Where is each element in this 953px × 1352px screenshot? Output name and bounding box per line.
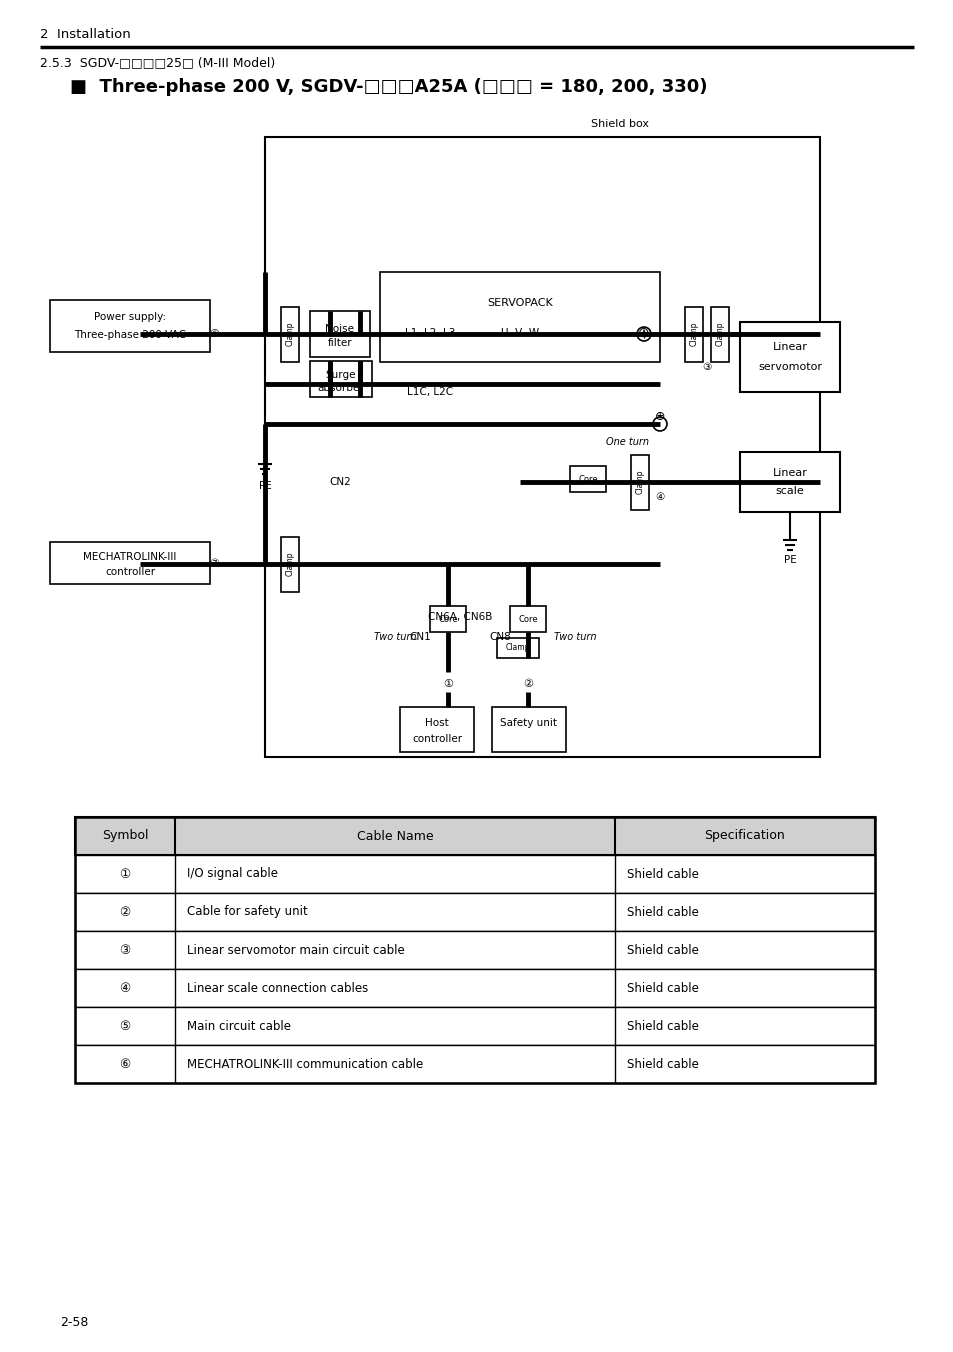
Bar xyxy=(379,272,659,362)
Text: Clamp: Clamp xyxy=(715,322,723,346)
Text: Shield cable: Shield cable xyxy=(626,868,699,880)
Text: MECHATROLINK-III communication cable: MECHATROLINK-III communication cable xyxy=(187,1057,423,1071)
Text: ①: ① xyxy=(442,679,453,690)
Text: ③: ③ xyxy=(701,362,711,372)
Bar xyxy=(50,300,210,352)
Text: U, V, W: U, V, W xyxy=(500,329,538,338)
Text: Linear: Linear xyxy=(772,468,806,479)
Text: Linear: Linear xyxy=(772,342,806,352)
Text: Cable for safety unit: Cable for safety unit xyxy=(187,906,308,918)
Bar xyxy=(740,322,840,392)
Text: Shield cable: Shield cable xyxy=(626,1057,699,1071)
Bar xyxy=(684,307,702,361)
Bar xyxy=(75,817,874,1083)
Bar xyxy=(310,311,370,357)
Text: L1C, L2C: L1C, L2C xyxy=(407,387,453,397)
Text: Clamp: Clamp xyxy=(285,552,294,576)
Text: Linear servomotor main circuit cable: Linear servomotor main circuit cable xyxy=(187,944,404,956)
Text: ⊕: ⊕ xyxy=(654,411,664,423)
Text: Surge: Surge xyxy=(325,370,355,380)
Bar xyxy=(75,1045,874,1083)
Bar xyxy=(630,454,648,510)
Bar xyxy=(75,817,874,854)
Text: ⑥: ⑥ xyxy=(119,1057,131,1071)
Text: Shield box: Shield box xyxy=(590,119,648,128)
Bar xyxy=(510,606,545,631)
Bar xyxy=(710,307,728,361)
Text: Shield cable: Shield cable xyxy=(626,982,699,995)
Text: Noise: Noise xyxy=(325,324,355,334)
Text: Clamp: Clamp xyxy=(689,322,698,346)
Text: Clamp: Clamp xyxy=(635,469,644,495)
Text: ④: ④ xyxy=(655,492,664,502)
Bar xyxy=(75,894,874,932)
Text: ②: ② xyxy=(119,906,131,918)
Text: CN8: CN8 xyxy=(489,631,511,642)
Text: SERVOPACK: SERVOPACK xyxy=(487,299,553,308)
Text: Core: Core xyxy=(517,615,537,623)
Bar xyxy=(75,1007,874,1045)
Text: filter: filter xyxy=(327,338,352,349)
Text: Linear scale connection cables: Linear scale connection cables xyxy=(187,982,368,995)
Text: I/O signal cable: I/O signal cable xyxy=(187,868,277,880)
Text: Host: Host xyxy=(425,718,449,727)
Text: Power supply:: Power supply: xyxy=(93,312,166,322)
Text: 2  Installation: 2 Installation xyxy=(40,27,131,41)
Text: ■  Three-phase 200 V, SGDV-□□□A25A (□□□ = 180, 200, 330): ■ Three-phase 200 V, SGDV-□□□A25A (□□□ =… xyxy=(70,78,707,96)
Text: scale: scale xyxy=(775,485,803,496)
Text: ⑤: ⑤ xyxy=(119,1019,131,1033)
Text: ④: ④ xyxy=(119,982,131,995)
Text: 2-58: 2-58 xyxy=(60,1315,89,1329)
Bar xyxy=(50,542,210,584)
Text: Shield cable: Shield cable xyxy=(626,944,699,956)
Text: Two turn: Two turn xyxy=(553,631,596,642)
Text: One turn: One turn xyxy=(606,437,649,448)
Text: ③: ③ xyxy=(119,944,131,956)
Text: Clamp: Clamp xyxy=(505,644,530,653)
Bar xyxy=(399,707,474,752)
Text: PE: PE xyxy=(258,481,271,491)
Text: Safety unit: Safety unit xyxy=(500,718,557,727)
Bar xyxy=(75,969,874,1007)
Bar xyxy=(497,638,538,658)
Text: ⑦: ⑦ xyxy=(209,558,219,569)
Text: ②: ② xyxy=(522,679,533,690)
Text: Clamp: Clamp xyxy=(285,322,294,346)
Text: Shield cable: Shield cable xyxy=(626,906,699,918)
Bar xyxy=(75,854,874,894)
Bar xyxy=(75,932,874,969)
Text: Two turn: Two turn xyxy=(374,631,416,642)
Bar xyxy=(492,707,565,752)
Text: Specification: Specification xyxy=(704,830,784,842)
Text: Cable Name: Cable Name xyxy=(356,830,433,842)
Bar xyxy=(569,466,605,492)
Text: MECHATROLINK-III: MECHATROLINK-III xyxy=(83,552,176,561)
Text: Three-phase 200 VAC: Three-phase 200 VAC xyxy=(74,330,186,341)
Bar xyxy=(310,361,372,397)
Text: 2.5.3  SGDV-□□□□25□ (M-III Model): 2.5.3 SGDV-□□□□25□ (M-III Model) xyxy=(40,57,275,69)
Text: L1, L2, L3: L1, L2, L3 xyxy=(404,329,455,338)
Bar xyxy=(281,537,298,592)
Text: CN6A, CN6B: CN6A, CN6B xyxy=(427,612,492,622)
Text: Shield cable: Shield cable xyxy=(626,1019,699,1033)
Text: servomotor: servomotor xyxy=(758,362,821,373)
Text: CN1: CN1 xyxy=(409,631,431,642)
Bar xyxy=(265,137,820,757)
Text: controller: controller xyxy=(105,568,155,577)
Bar xyxy=(740,452,840,512)
Text: Main circuit cable: Main circuit cable xyxy=(187,1019,291,1033)
Text: CN2: CN2 xyxy=(329,477,351,487)
Text: absorber: absorber xyxy=(317,383,364,393)
Text: Core: Core xyxy=(437,615,457,623)
Text: ⑥: ⑥ xyxy=(209,329,219,339)
Text: controller: controller xyxy=(412,734,461,744)
Bar xyxy=(430,606,465,631)
Text: ①: ① xyxy=(119,868,131,880)
Text: PE: PE xyxy=(782,556,796,565)
Bar xyxy=(281,307,298,361)
Text: Symbol: Symbol xyxy=(102,830,148,842)
Text: ⊕: ⊕ xyxy=(638,326,649,341)
Text: Core: Core xyxy=(578,475,598,484)
